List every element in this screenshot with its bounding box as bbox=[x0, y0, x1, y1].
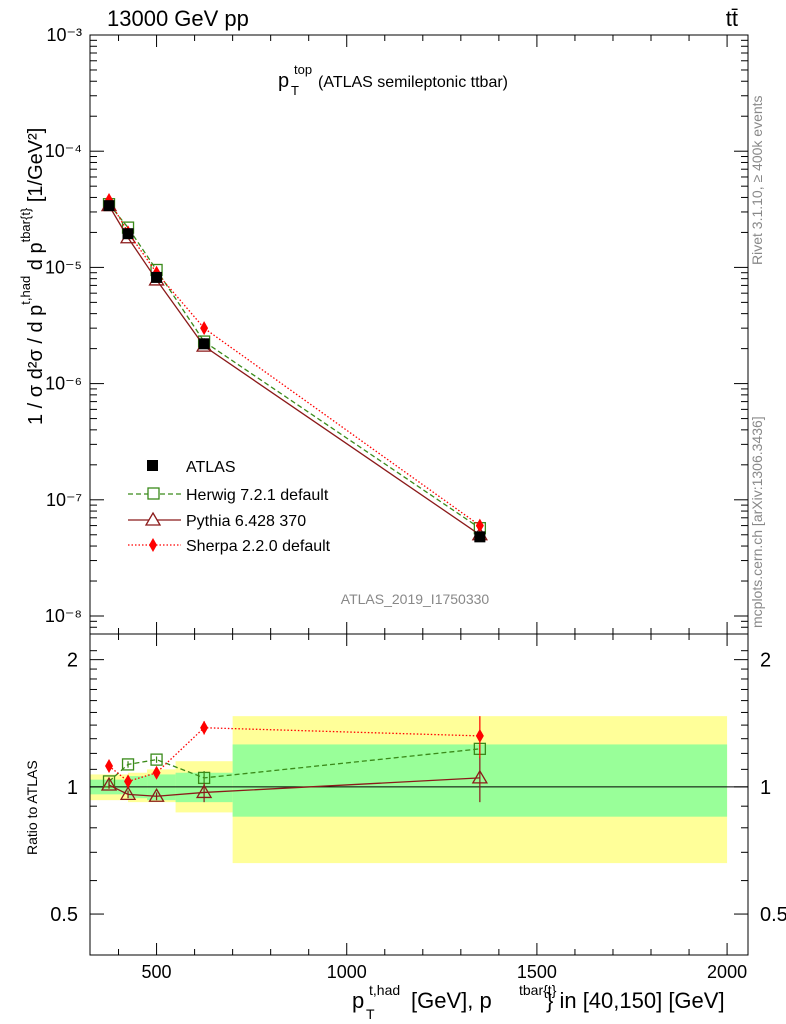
ratio-line-1 bbox=[108, 748, 480, 782]
y-label-sup2: tbar{t} bbox=[18, 207, 33, 242]
legend-marker-pythia bbox=[144, 511, 162, 526]
x-label-sup2: tbar{t} bbox=[519, 982, 557, 998]
ratio-y-tick-label-right: 0.5 bbox=[760, 904, 786, 926]
legend-label-pythia: Pythia 6.428 370 bbox=[186, 513, 306, 530]
ratio-bands bbox=[90, 716, 728, 864]
plot-title: p T top (ATLAS semileptonic ttbar) bbox=[278, 62, 508, 98]
ratio-point-3 bbox=[152, 765, 161, 780]
side-text-mcplots: mcplots.cern.ch [arXiv:1306.3436] bbox=[749, 416, 765, 628]
legend-marker-herwig bbox=[147, 487, 160, 500]
main-series bbox=[100, 193, 488, 543]
y-tick-label: 10⁻⁷ bbox=[46, 490, 82, 510]
legend-label-herwig: Herwig 7.2.1 default bbox=[186, 487, 329, 504]
x-axis-label: p T t,had [GeV], p tbar{t} } in [40,150]… bbox=[352, 982, 725, 1022]
header-right-title: tt̄ bbox=[726, 6, 738, 31]
data-point-0 bbox=[198, 338, 210, 350]
legend-label-atlas: ATLAS bbox=[186, 459, 236, 476]
x-tick-label: 2000 bbox=[707, 962, 747, 982]
y-label-unit: [1/GeV²] bbox=[25, 128, 47, 208]
ratio-point-3 bbox=[105, 759, 114, 774]
header-left-title: 13000 GeV pp bbox=[107, 6, 249, 31]
plot-title-sup: top bbox=[294, 62, 312, 77]
x-label-sup: t,had bbox=[369, 982, 400, 998]
x-tick-label: 500 bbox=[142, 962, 172, 982]
ratio-point-2 bbox=[100, 776, 118, 791]
x-label-mid: [GeV], p bbox=[411, 988, 492, 1013]
ratio-y-tick-label-right: 2 bbox=[760, 650, 771, 672]
legend-marker-atlas bbox=[147, 460, 158, 471]
ratio-point-2 bbox=[195, 784, 213, 799]
axis-ticks bbox=[90, 34, 748, 955]
analysis-tag: ATLAS_2019_I1750330 bbox=[341, 591, 490, 607]
y-label-mid: d p bbox=[25, 242, 47, 275]
ratio-y-tick-label-right: 1 bbox=[760, 777, 771, 799]
side-text-rivet: Rivet 3.1.10, ≥ 400k events bbox=[749, 95, 765, 265]
data-point-0 bbox=[151, 271, 163, 283]
y-label-main: 1 / σ d²σ / d p bbox=[25, 305, 47, 425]
ratio-point-1 bbox=[121, 758, 135, 771]
y-tick-label: 10⁻³ bbox=[46, 25, 82, 45]
legend-label-sherpa: Sherpa 2.2.0 default bbox=[186, 538, 331, 555]
series-line-1 bbox=[108, 203, 481, 529]
x-label-end: } in [40,150] [GeV] bbox=[546, 988, 725, 1013]
y-tick-label: 10⁻⁶ bbox=[45, 374, 82, 394]
y-label-sup1: t,had bbox=[18, 276, 33, 305]
ratio-y-tick-label: 0.5 bbox=[50, 904, 78, 926]
data-point-0 bbox=[474, 531, 486, 543]
legend-marker-sherpa bbox=[149, 538, 157, 552]
legend: ATLAS Herwig 7.2.1 default Pythia 6.428 … bbox=[128, 459, 331, 555]
ratio-series bbox=[100, 716, 488, 803]
x-label-p: p bbox=[352, 988, 364, 1013]
series-line-3 bbox=[108, 199, 481, 527]
ratio-plot-frame bbox=[89, 633, 749, 956]
ratio-y-tick-label: 1 bbox=[67, 777, 78, 799]
ratio-point-3 bbox=[475, 728, 484, 743]
y-tick-label: 10⁻⁴ bbox=[45, 141, 82, 161]
data-point-0 bbox=[103, 200, 115, 212]
y-tick-label: 10⁻⁸ bbox=[45, 606, 82, 626]
plot-title-rest: (ATLAS semileptonic ttbar) bbox=[318, 74, 508, 91]
data-point-3 bbox=[200, 321, 209, 336]
y-axis-label: 1 / σ d²σ / d pt,had d ptbar{t} [1/GeV²] bbox=[18, 128, 47, 425]
plot-title-sub: T bbox=[291, 83, 299, 98]
axis-tick-labels: 500 1000 1500 2000 10⁻³ 10⁻⁴ 10⁻⁵ 10⁻⁶ 10⁻⁷ 10⁻⁸ 2… bbox=[45, 25, 786, 982]
data-point-3 bbox=[475, 518, 484, 533]
y-tick-label: 10⁻⁵ bbox=[45, 257, 82, 277]
series-line-2 bbox=[108, 205, 481, 536]
ratio-point-1 bbox=[150, 753, 163, 766]
ratio-point-2 bbox=[471, 769, 488, 784]
ratio-point-3 bbox=[124, 774, 133, 789]
x-label-sub: T bbox=[366, 1006, 375, 1022]
data-point-0 bbox=[122, 228, 134, 240]
ratio-y-label: Ratio to ATLAS bbox=[24, 760, 40, 855]
ratio-point-3 bbox=[200, 720, 209, 735]
svg-text:1 / σ d²σ / d pt,had d ptbar{t: 1 / σ d²σ / d pt,had d ptbar{t} [1/GeV²] bbox=[18, 128, 47, 425]
plot-title-main: p bbox=[278, 70, 289, 92]
ratio-point-2 bbox=[148, 787, 165, 802]
svg-text:p: p bbox=[278, 70, 289, 92]
x-tick-label: 1500 bbox=[517, 962, 557, 982]
ratio-point-2 bbox=[119, 786, 137, 800]
svg-text:p: p bbox=[352, 988, 364, 1013]
ratio-y-tick-label: 2 bbox=[67, 650, 78, 672]
x-tick-label: 1000 bbox=[327, 962, 367, 982]
